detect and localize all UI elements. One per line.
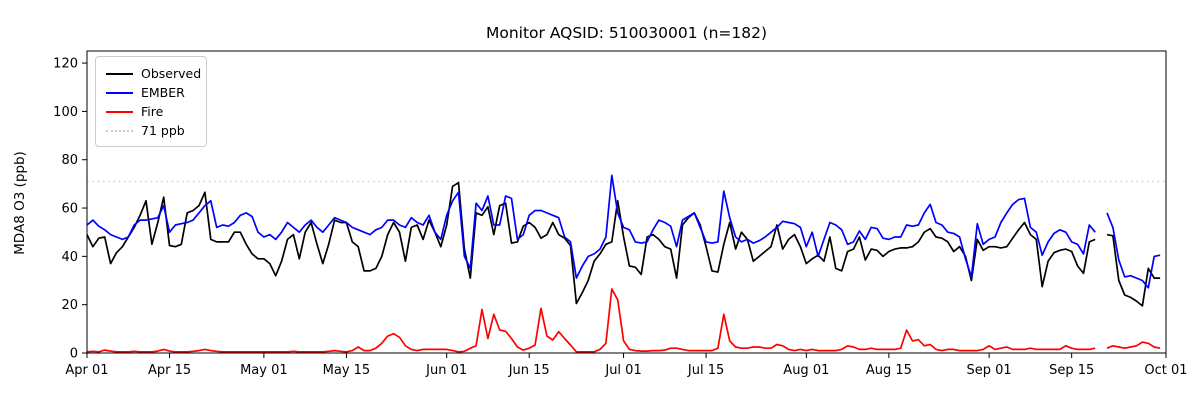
x-tick-label: Apr 15 bbox=[148, 363, 191, 378]
x-tick-label: Aug 01 bbox=[783, 363, 829, 378]
y-tick-label: 80 bbox=[61, 153, 78, 168]
legend-label: Fire bbox=[141, 104, 164, 119]
legend-item-observed: Observed bbox=[106, 64, 201, 83]
legend-label: Observed bbox=[141, 66, 202, 81]
legend-item-threshold: 71 ppb bbox=[106, 121, 196, 140]
ember-line-swatch bbox=[106, 91, 133, 94]
fire-line bbox=[86, 288, 1161, 353]
observed-line-swatch bbox=[106, 72, 133, 75]
x-tick-label: May 15 bbox=[323, 363, 371, 378]
legend-label: 71 ppb bbox=[141, 123, 185, 138]
observed-line bbox=[86, 181, 1161, 307]
y-tick-label: 0 bbox=[70, 347, 78, 362]
y-tick-label: 100 bbox=[53, 105, 78, 120]
legend-item-fire: Fire bbox=[106, 102, 196, 121]
threshold-line-swatch bbox=[106, 129, 133, 132]
y-tick-label: 20 bbox=[61, 298, 78, 313]
x-tick-label: Oct 01 bbox=[1144, 363, 1187, 378]
y-tick-label: 40 bbox=[61, 250, 78, 265]
x-tick-label: May 01 bbox=[240, 363, 288, 378]
x-tick-label: Sep 01 bbox=[967, 363, 1012, 378]
legend-item-ember: EMBER bbox=[106, 83, 196, 102]
x-tick-label: Aug 15 bbox=[866, 363, 912, 378]
ember-line bbox=[86, 174, 1161, 289]
x-tick-label: Sep 15 bbox=[1049, 363, 1094, 378]
x-tick-label: Apr 01 bbox=[65, 363, 108, 378]
plot-border bbox=[86, 50, 1167, 354]
y-tick-label: 120 bbox=[53, 57, 78, 72]
x-tick-label: Jun 15 bbox=[508, 363, 550, 378]
chart-title: Monitor AQSID: 510030001 (n=182) bbox=[485, 24, 768, 42]
y-tick-label: 60 bbox=[61, 202, 78, 217]
x-tick-label: Jul 01 bbox=[604, 363, 641, 378]
fire-line-swatch bbox=[106, 110, 133, 113]
x-tick-label: Jul 15 bbox=[687, 363, 724, 378]
legend-label: EMBER bbox=[141, 85, 185, 100]
legend: Observed EMBER Fire 71 ppb bbox=[95, 56, 207, 147]
x-tick-label: Jun 01 bbox=[425, 363, 467, 378]
y-axis-label: MDA8 O3 (ppb) bbox=[12, 151, 28, 255]
